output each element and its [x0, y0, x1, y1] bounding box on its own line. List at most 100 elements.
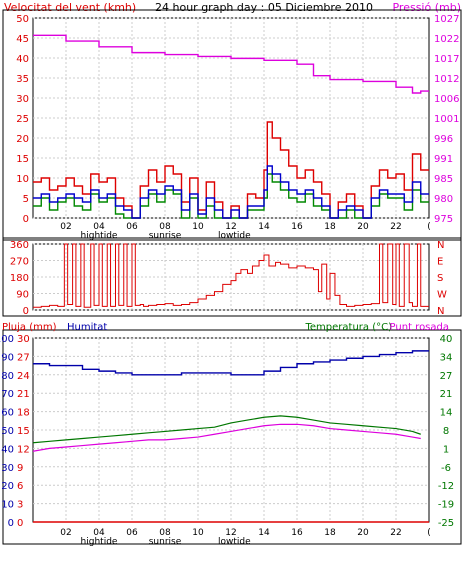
temperature-tick-label: 8 — [443, 426, 449, 437]
dewpoint-axis-title: Punt rosada — [390, 322, 449, 333]
direction-degree-tick-label: 0 — [23, 306, 29, 317]
rain-tick-label: 6 — [17, 481, 23, 492]
rain-axis-title: Pluja (mm) — [2, 322, 57, 333]
thermo-panel-border — [2, 329, 462, 545]
rain-tick-label: 3 — [17, 500, 23, 511]
wind-speed-tick-label: 20 — [16, 134, 29, 145]
wind-panel-hour-tick-label: 06 — [126, 222, 138, 232]
wind-gust-series — [33, 121, 429, 219]
humidity-tick-label: 50 — [1, 426, 14, 437]
wind-speed-tick-label: 5 — [23, 194, 29, 205]
pressure-axis-title: Pressió (mb) — [392, 1, 461, 14]
temperature-tick-label: -6 — [441, 463, 451, 474]
thermo-panel-hour-tick-label: 22 — [390, 528, 401, 538]
rain-tick-label: 15 — [17, 426, 30, 437]
rain-tick-label: 0 — [17, 518, 23, 529]
direction-degree-tick-label: 360 — [10, 240, 29, 251]
temperature-tick-label: -12 — [438, 481, 454, 492]
compass-tick-label: E — [437, 257, 443, 268]
wind-speed-tick-label: 15 — [16, 154, 29, 165]
direction-degree-tick-label: 90 — [16, 290, 29, 301]
wind-average-series — [33, 165, 429, 219]
wind-panel-event-label: lowtide — [218, 231, 251, 241]
wind-panel-hour-tick-label: 20 — [357, 222, 369, 232]
direction-panel-border — [2, 237, 462, 317]
humidity-tick-label: 60 — [1, 408, 14, 419]
wind-panel-hour-tick-label: 08 — [159, 222, 171, 232]
thermo-panel-event-label: lowtide — [218, 537, 251, 547]
pressure-tick-label: 975 — [434, 214, 453, 225]
temperature-tick-label: 21 — [440, 389, 453, 400]
wind-speed-tick-label: 35 — [16, 74, 29, 85]
wind-panel-border — [2, 9, 462, 241]
thermo-panel-event-label: hightide — [81, 537, 118, 547]
humidity-tick-label: 70 — [1, 389, 14, 400]
temperature-tick-label: 1 — [443, 444, 449, 455]
rain-tick-label: 24 — [17, 371, 30, 382]
wind-direction-series — [33, 243, 429, 308]
pressure-tick-label: 985 — [434, 174, 453, 185]
pressure-tick-label: 1001 — [434, 114, 459, 125]
humidity-tick-label: 10 — [1, 500, 14, 511]
temperature-tick-label: 34 — [440, 352, 453, 363]
dewpoint-series — [32, 423, 421, 452]
humidity-axis-title: Humitat — [67, 322, 107, 333]
wind-panel-hour-tick-label: 14 — [258, 222, 270, 232]
rain-tick-label: 9 — [17, 463, 23, 474]
thermo-panel-hour-tick-label: 02 — [60, 528, 71, 538]
wind-speed-tick-label: 25 — [16, 114, 29, 125]
humidity-tick-label: 100 — [0, 334, 14, 345]
humidity-series — [33, 350, 429, 376]
wind-direction-panel: 0 N 90 W 180 S 270 E 360 N — [2, 237, 462, 317]
humidity-tick-label: 20 — [1, 481, 14, 492]
compass-tick-label: W — [437, 290, 447, 301]
pressure-tick-label: 991 — [434, 154, 453, 165]
thermo-panel-hour-tick-label: 20 — [357, 528, 369, 538]
temperature-tick-label: -25 — [438, 518, 454, 529]
pressure-tick-label: 1027 — [434, 14, 459, 25]
thermo-panel-hour-tick-label: 06 — [126, 528, 138, 538]
humidity-tick-label: 40 — [1, 444, 14, 455]
wind-speed-tick-label: 40 — [16, 54, 29, 65]
thermo-panel-hour-tick-label: 08 — [159, 528, 171, 538]
thermo-panel-hour-tick-label: 14 — [258, 528, 270, 538]
rain-tick-label: 12 — [17, 444, 30, 455]
thermo-panel-hour-tick-label: 04 — [93, 528, 105, 538]
wind-panel-event-label: sunrise — [149, 231, 182, 241]
thermo-panel-hour-tick-label: ( — [427, 528, 431, 538]
wind-panel-hour-tick-label: 02 — [60, 222, 71, 232]
pressure-tick-label: 996 — [434, 134, 453, 145]
rain-tick-label: 21 — [17, 389, 30, 400]
wind-panel-event-label: hightide — [81, 231, 118, 241]
humidity-tick-label: 30 — [1, 463, 14, 474]
humidity-tick-label: 0 — [8, 518, 14, 529]
wind-speed-tick-label: 0 — [23, 214, 29, 225]
wind-speed-tick-label: 30 — [16, 94, 29, 105]
compass-tick-label: S — [437, 273, 443, 284]
wind-panel-hour-tick-label: 16 — [291, 222, 303, 232]
temperature-tick-label: 40 — [440, 334, 453, 345]
pressure-tick-label: 1006 — [434, 94, 459, 105]
wind-pressure-panel: 0 5 10 15 20 25 30 35 40 45 50 975 980 985 991 996 1001 1… — [2, 9, 462, 241]
wind-panel-hour-tick-label: ( — [427, 222, 431, 232]
wind-panel-hour-tick-label: 04 — [93, 222, 105, 232]
humidity-tick-label: 80 — [1, 371, 14, 382]
temperature-tick-label: 14 — [440, 408, 453, 419]
pressure-series — [33, 34, 429, 94]
thermo-panel-hour-tick-label: 12 — [225, 528, 236, 538]
pressure-tick-label: 1017 — [434, 54, 459, 65]
thermo-panel-hour-tick-label: 18 — [324, 528, 336, 538]
thermo-panel-event-label: sunrise — [149, 537, 182, 547]
wind-panel-hour-tick-label: 12 — [225, 222, 236, 232]
humidity-tick-label: 90 — [1, 352, 14, 363]
wind-speed-tick-label: 10 — [16, 174, 29, 185]
compass-tick-label: N — [437, 306, 444, 317]
wind-panel-hour-tick-label: 10 — [192, 222, 204, 232]
temperature-tick-label: -19 — [438, 500, 454, 511]
direction-degree-tick-label: 180 — [10, 273, 29, 284]
wind-speed-axis-title: Velocitat del vent (kmh) — [4, 1, 136, 14]
direction-degree-tick-label: 270 — [10, 257, 29, 268]
wind-panel-hour-tick-label: 22 — [390, 222, 401, 232]
